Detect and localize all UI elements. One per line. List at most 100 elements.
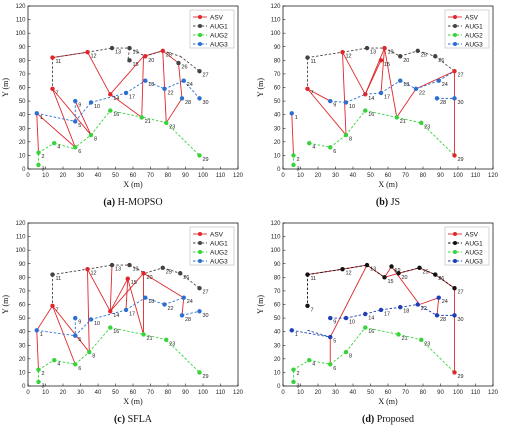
- point-label: 2: [42, 154, 45, 160]
- series-aug3-segment: [36, 329, 76, 337]
- data-point: [343, 315, 349, 321]
- y-tick-label: 110: [271, 18, 281, 24]
- series-aug3: [291, 304, 455, 338]
- x-tick-label: 100: [198, 173, 209, 179]
- series-asv-segment: [329, 264, 368, 338]
- caption-text: Proposed: [377, 414, 414, 425]
- series-aug2-segment: [345, 327, 366, 353]
- y-tick-label: 80: [274, 58, 281, 64]
- series-asv-segment: [181, 297, 185, 316]
- series-asv-segment: [125, 278, 129, 310]
- y-tick-label: 20: [274, 140, 281, 146]
- x-tick-label: 70: [147, 390, 154, 396]
- point-label: 6: [333, 366, 336, 372]
- data-point: [328, 145, 333, 150]
- y-tick-label: 40: [274, 113, 281, 119]
- y-tick-label: 30: [274, 343, 281, 349]
- series-asv-segment: [307, 88, 347, 136]
- x-tick-label: 90: [182, 173, 189, 179]
- series-aug3-segment: [74, 319, 92, 337]
- data-point: [289, 328, 294, 333]
- series-aug2-segment: [38, 142, 55, 154]
- point-label: 3: [42, 166, 45, 172]
- series-asv-segment: [36, 305, 53, 331]
- data-point: [419, 120, 424, 126]
- y-tick-label: 10: [19, 370, 26, 376]
- data-point: [434, 96, 440, 101]
- series-aug1-segment: [129, 47, 146, 57]
- data-point: [291, 153, 296, 158]
- series-aug3-segment: [345, 313, 366, 319]
- x-tick-label: 50: [112, 390, 119, 396]
- panel-js: 0 10 20 30 40 50 60 70 80 90 100 110 120010203040506…: [256, 4, 499, 208]
- x-tick-label: 80: [420, 390, 427, 396]
- point-label: 17: [384, 311, 390, 317]
- series-aug2-segment: [365, 327, 399, 335]
- point-label: 27: [203, 73, 209, 79]
- series-aug3-segment: [380, 306, 401, 311]
- y-tick-label: 100: [15, 31, 26, 37]
- legend-marker: [453, 33, 457, 37]
- y-tick-label: 90: [19, 262, 26, 268]
- series-asv-segment: [396, 88, 417, 118]
- caption-letter: (a): [103, 197, 117, 208]
- y-tick-label: 0: [22, 167, 26, 173]
- series-aug1-segment: [127, 48, 130, 62]
- point-label: 23: [424, 124, 430, 130]
- point-label: 28: [185, 317, 191, 323]
- point-label: 10: [94, 104, 100, 110]
- data-point: [73, 362, 78, 367]
- point-label: 3: [297, 166, 300, 172]
- data-point: [36, 367, 41, 372]
- y-tick-label: 120: [15, 221, 26, 227]
- data-point: [123, 90, 129, 96]
- data-point: [87, 349, 92, 355]
- panel-caption: (a) H-MOPSO: [103, 197, 162, 208]
- point-label: 6: [333, 149, 336, 155]
- point-label: 17: [384, 94, 390, 100]
- data-point: [307, 140, 312, 146]
- data-point: [108, 92, 113, 97]
- series-asv-segment: [415, 70, 455, 90]
- data-point: [160, 265, 165, 271]
- point-label: 23: [169, 124, 175, 130]
- series-aug1-segment: [52, 268, 88, 276]
- series-aug3-segment: [90, 92, 127, 103]
- point-label: 23: [169, 341, 175, 347]
- series-asv-segment: [87, 269, 90, 353]
- series-aug3: [36, 297, 200, 337]
- point-label: 30: [203, 100, 209, 106]
- y-tick-label: 40: [19, 113, 26, 119]
- point-label: 27: [203, 290, 209, 296]
- point-label: 13: [370, 267, 376, 273]
- series-aug1: [52, 264, 200, 306]
- y-tick-label: 90: [274, 262, 281, 268]
- series-asv-segment: [109, 93, 143, 118]
- legend-label: AUG3: [465, 258, 483, 265]
- data-point: [34, 328, 39, 333]
- data-point: [343, 100, 349, 105]
- series-asv-segment: [109, 55, 144, 95]
- legend-label: AUG1: [210, 240, 228, 247]
- data-point: [291, 379, 296, 385]
- data-point: [143, 295, 148, 300]
- x-tick-label: 90: [437, 390, 444, 396]
- series-aug1-segment: [307, 51, 343, 59]
- y-tick-label: 100: [270, 31, 281, 37]
- x-tick-label: 90: [182, 390, 189, 396]
- point-label: 17: [129, 94, 135, 100]
- series-aug1-segment: [434, 274, 455, 289]
- point-label: 9: [333, 103, 336, 109]
- point-label: 20: [402, 275, 408, 281]
- series-aug2-segment: [398, 333, 422, 341]
- point-label: 16: [113, 112, 119, 118]
- point-label: 10: [349, 104, 355, 110]
- point-label: 11: [56, 276, 62, 282]
- data-point: [398, 305, 403, 310]
- point-label: 11: [311, 59, 317, 65]
- legend-label: AUG1: [465, 240, 483, 247]
- point-label: 20: [403, 58, 409, 64]
- x-tick-label: 30: [77, 390, 84, 396]
- series-aug3-segment: [400, 304, 418, 308]
